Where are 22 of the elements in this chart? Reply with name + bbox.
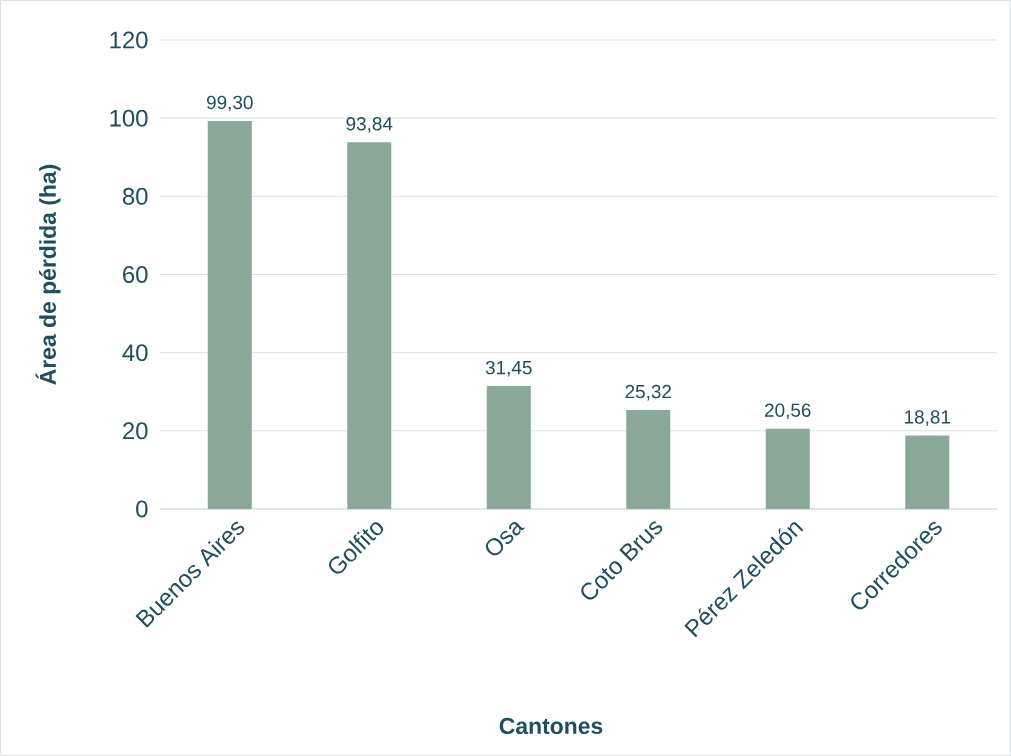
bar xyxy=(486,386,531,509)
y-axis-title: Área de pérdida (ha) xyxy=(35,164,61,385)
bar xyxy=(765,428,810,509)
bar xyxy=(626,410,671,509)
y-tick-label: 100 xyxy=(110,109,148,127)
data-label: 20,56 xyxy=(765,403,811,420)
data-label: 99,30 xyxy=(206,95,253,112)
data-label: 93,84 xyxy=(346,117,393,133)
x-axis-title: Cantones xyxy=(499,717,603,735)
bar xyxy=(347,142,392,509)
y-tick-label: 60 xyxy=(123,266,148,283)
y-tick-label: 40 xyxy=(122,344,148,362)
bar xyxy=(905,435,950,509)
y-tick-label: 0 xyxy=(136,500,148,518)
data-label: 25,32 xyxy=(625,384,671,401)
data-label: 31,45 xyxy=(485,360,532,377)
y-tick-label: 120 xyxy=(110,31,148,49)
y-tick-label: 80 xyxy=(122,187,148,205)
bar xyxy=(207,120,252,509)
data-label: 18,81 xyxy=(905,410,950,426)
y-tick-label: 20 xyxy=(123,422,148,440)
x-tick-label: Osa xyxy=(485,521,525,556)
